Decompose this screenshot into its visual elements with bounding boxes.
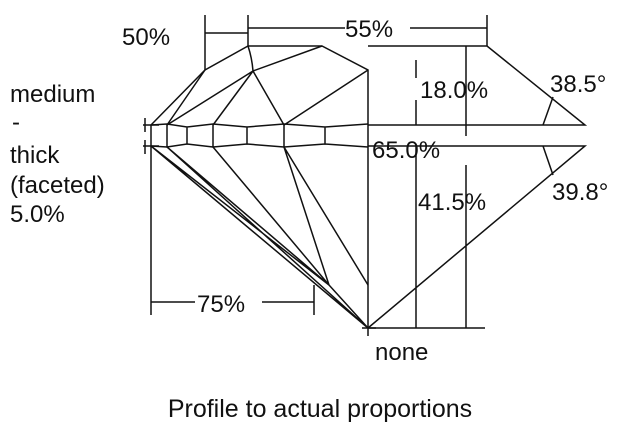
pavilion-depth-label: 41.5% [418,189,486,216]
angle-construction [367,45,588,329]
table-label: 55% [345,16,393,43]
crown-height-label: 50% [122,24,170,51]
girdle-label-2: - [12,109,20,136]
lower-half-label: 75% [197,291,245,318]
diamond-profile [143,45,376,336]
crown-depth-label: 18.0% [420,77,488,104]
crown-angle-label: 38.5° [550,71,606,98]
lower-half-75-dimension [150,146,315,315]
crown-50-dimension [204,15,249,70]
culet-mark [362,327,376,336]
girdle-percent-label: 5.0% [10,201,65,228]
pavilion-facets [150,145,369,329]
crown-facets [166,45,369,126]
crown-outline [150,45,369,328]
girdle-label-4: (faceted) [10,172,105,199]
dimension-lines [150,15,588,329]
total-depth-label: 65.0% [372,137,440,164]
girdle-label-3: thick [10,142,60,169]
girdle [150,123,369,148]
culet-label: none [375,339,428,366]
pavilion-angle-label: 39.8° [552,179,608,206]
caption: Profile to actual proportions [168,395,472,423]
table-55-dimension [248,15,488,46]
girdle-label-1: medium [10,81,95,108]
girdle-ticks [143,118,159,154]
